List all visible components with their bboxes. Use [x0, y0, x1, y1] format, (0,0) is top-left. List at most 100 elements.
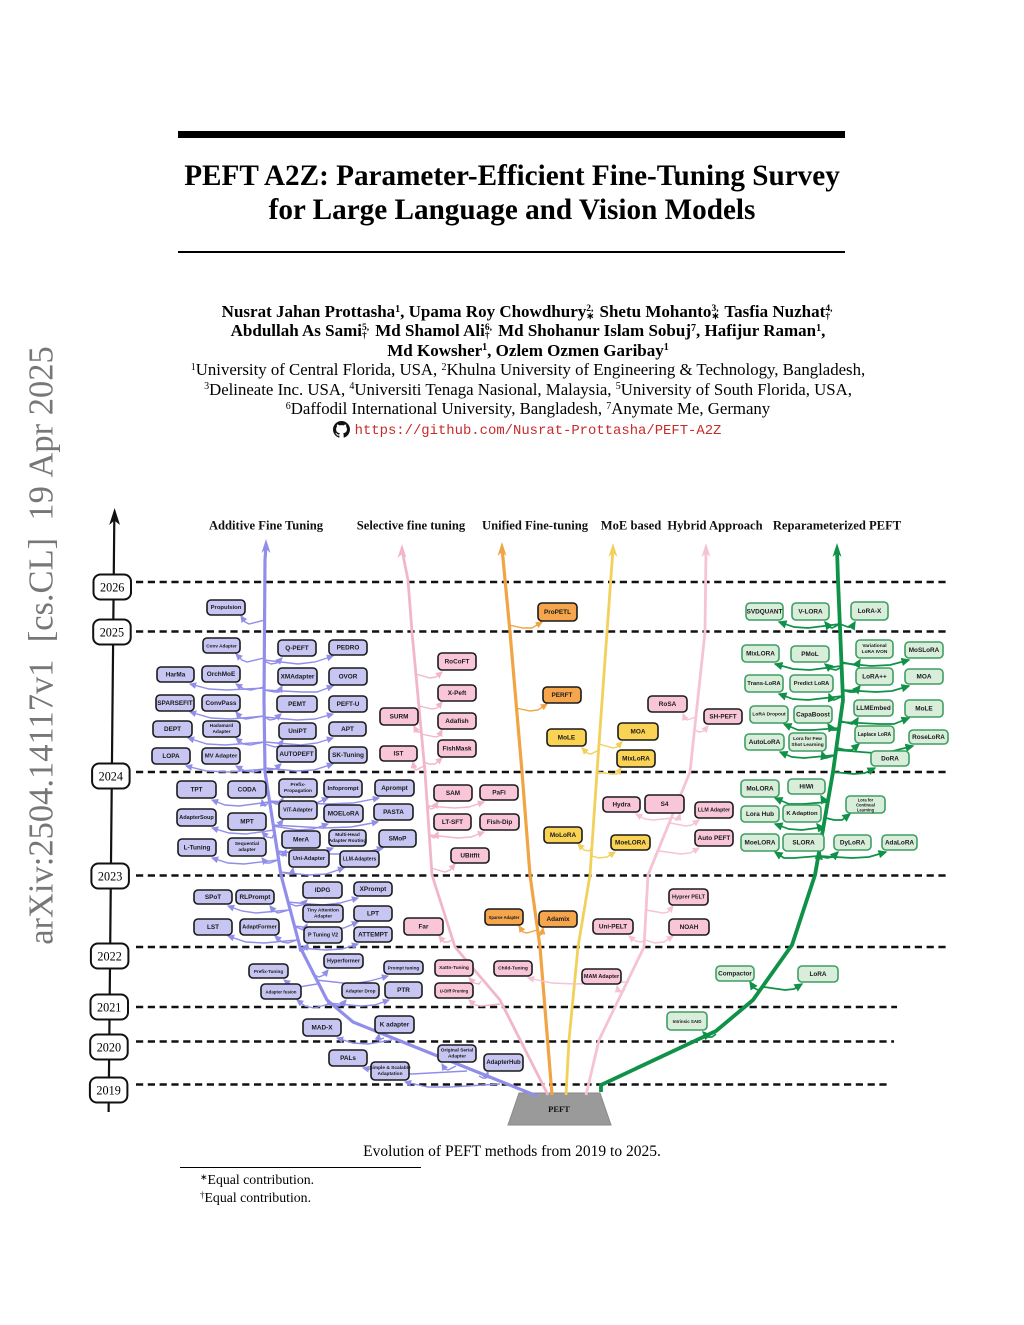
svg-text:Additive Fine Tuning: Additive Fine Tuning — [209, 519, 324, 533]
svg-text:Unified Fine-tuning: Unified Fine-tuning — [482, 519, 589, 533]
svg-text:Trans-LoRA: Trans-LoRA — [747, 681, 781, 687]
svg-text:XPrompt: XPrompt — [360, 886, 388, 893]
svg-text:ConvPass: ConvPass — [206, 700, 237, 707]
svg-text:Predict LoRA: Predict LoRA — [794, 681, 829, 687]
svg-text:Adafish: Adafish — [445, 718, 469, 725]
svg-text:TPT: TPT — [190, 787, 202, 794]
svg-text:2022: 2022 — [97, 950, 121, 964]
svg-text:L-Tuning: L-Tuning — [184, 845, 211, 852]
svg-text:LoRA Dropout: LoRA Dropout — [752, 712, 786, 718]
svg-text:Fish-Dip: Fish-Dip — [487, 819, 513, 826]
svg-text:Auto PEFT: Auto PEFT — [698, 835, 731, 842]
svg-text:Prompt tuning: Prompt tuning — [388, 966, 420, 971]
svg-text:K adapter: K adapter — [380, 1022, 410, 1029]
svg-text:MixLoRA: MixLoRA — [622, 756, 650, 763]
svg-text:RLPrompt: RLPrompt — [240, 894, 272, 901]
svg-text:V-LORA: V-LORA — [798, 609, 823, 616]
svg-text:CapaBoost: CapaBoost — [796, 712, 831, 719]
svg-text:MoSLoRA: MoSLoRA — [909, 647, 940, 654]
svg-text:MoE based: MoE based — [601, 519, 662, 533]
svg-text:Q-PEFT: Q-PEFT — [285, 645, 309, 652]
svg-text:MoLoRA: MoLoRA — [550, 832, 577, 839]
svg-text:AdaptFormer: AdaptFormer — [242, 925, 277, 931]
svg-text:MoLE: MoLE — [915, 706, 933, 713]
svg-text:PaFi: PaFi — [492, 790, 506, 797]
svg-text:Adamix: Adamix — [546, 916, 570, 923]
svg-text:2021: 2021 — [97, 1001, 121, 1015]
svg-text:Hyperformer: Hyperformer — [327, 959, 361, 965]
svg-text:LLMEmbed: LLMEmbed — [856, 705, 891, 712]
svg-text:FishMask: FishMask — [442, 746, 472, 753]
svg-text:ProPETL: ProPETL — [544, 609, 571, 616]
svg-text:LoRA-X: LoRA-X — [858, 608, 882, 615]
svg-text:U-Diff Pruning: U-Diff Pruning — [440, 989, 469, 994]
svg-text:LST: LST — [207, 924, 219, 931]
svg-text:ViT-Adapter: ViT-Adapter — [283, 808, 313, 814]
svg-text:PMoL: PMoL — [801, 651, 818, 658]
svg-text:Laplace LoRA: Laplace LoRA — [858, 732, 892, 738]
svg-text:Aprompt: Aprompt — [381, 785, 408, 792]
svg-text:LoRA: LoRA — [809, 971, 826, 978]
svg-text:Sparse Adapter: Sparse Adapter — [489, 915, 520, 920]
svg-text:X-Peft: X-Peft — [448, 690, 467, 697]
svg-text:PEFT-U: PEFT-U — [337, 701, 360, 708]
svg-text:Uni-PELT: Uni-PELT — [599, 924, 627, 931]
svg-text:LLM Adapter: LLM Adapter — [698, 808, 730, 814]
svg-text:PERFT: PERFT — [552, 692, 573, 699]
svg-text:Uni-Adapter: Uni-Adapter — [293, 856, 326, 862]
svg-text:AdapterHub: AdapterHub — [486, 1060, 521, 1066]
svg-text:Compactor: Compactor — [718, 971, 752, 978]
svg-text:Adapter Drop: Adapter Drop — [346, 989, 376, 994]
svg-text:UniPT: UniPT — [288, 728, 307, 735]
svg-text:OVOR: OVOR — [339, 674, 358, 681]
svg-text:HiWi: HiWi — [799, 784, 813, 791]
svg-text:IDPG: IDPG — [315, 887, 331, 894]
svg-text:K Adaption: K Adaption — [786, 811, 818, 817]
svg-text:RoSA: RoSA — [659, 701, 677, 708]
svg-text:MOA: MOA — [917, 674, 932, 681]
svg-text:Selective fine tuning: Selective fine tuning — [357, 519, 466, 533]
svg-text:SAM: SAM — [446, 790, 460, 797]
svg-text:Reparameterized PEFT: Reparameterized PEFT — [773, 519, 902, 533]
svg-text:Conv Adapter: Conv Adapter — [206, 644, 237, 649]
svg-text:MerA: MerA — [293, 837, 309, 844]
svg-text:LPT: LPT — [367, 911, 379, 918]
svg-text:Prefix-Propagation: Prefix-Propagation — [284, 782, 312, 794]
svg-text:2020: 2020 — [97, 1041, 121, 1055]
svg-text:UBitfit: UBitfit — [460, 853, 480, 860]
svg-text:Adapter fusion: Adapter fusion — [266, 990, 297, 995]
svg-text:P Tuning V2: P Tuning V2 — [308, 933, 338, 939]
svg-text:OrchMoE: OrchMoE — [207, 671, 236, 678]
svg-text:2024: 2024 — [99, 770, 123, 784]
svg-text:AutoLoRA: AutoLoRA — [749, 739, 781, 746]
svg-text:MAD-X: MAD-X — [312, 1025, 334, 1032]
svg-text:2025: 2025 — [100, 626, 124, 640]
svg-text:Hybrid Approach: Hybrid Approach — [667, 519, 762, 533]
svg-text:ATTEMPT: ATTEMPT — [358, 932, 388, 939]
svg-text:AdapterSoup: AdapterSoup — [179, 815, 214, 821]
svg-text:SMoP: SMoP — [389, 836, 407, 843]
svg-text:2019: 2019 — [96, 1084, 120, 1098]
svg-text:MAM Adapter: MAM Adapter — [584, 974, 620, 980]
svg-text:2026: 2026 — [100, 581, 124, 595]
svg-text:PEDRO: PEDRO — [337, 645, 360, 652]
svg-text:LLM-Adapters: LLM-Adapters — [343, 857, 377, 863]
svg-text:PEFT: PEFT — [548, 1104, 570, 1114]
svg-text:Hyprer PELT: Hyprer PELT — [672, 895, 706, 901]
svg-text:RoCoFT: RoCoFT — [445, 659, 470, 666]
svg-text:RoseLoRA: RoseLoRA — [912, 734, 945, 741]
svg-text:DEPT: DEPT — [164, 726, 181, 733]
svg-text:S4: S4 — [661, 801, 669, 808]
svg-text:DyLoRA: DyLoRA — [840, 840, 866, 847]
svg-text:SK-Tuning: SK-Tuning — [332, 752, 364, 759]
svg-text:AdaLoRA: AdaLoRA — [885, 840, 914, 847]
svg-text:PASTA: PASTA — [383, 809, 404, 816]
svg-text:LOPA: LOPA — [162, 753, 180, 760]
